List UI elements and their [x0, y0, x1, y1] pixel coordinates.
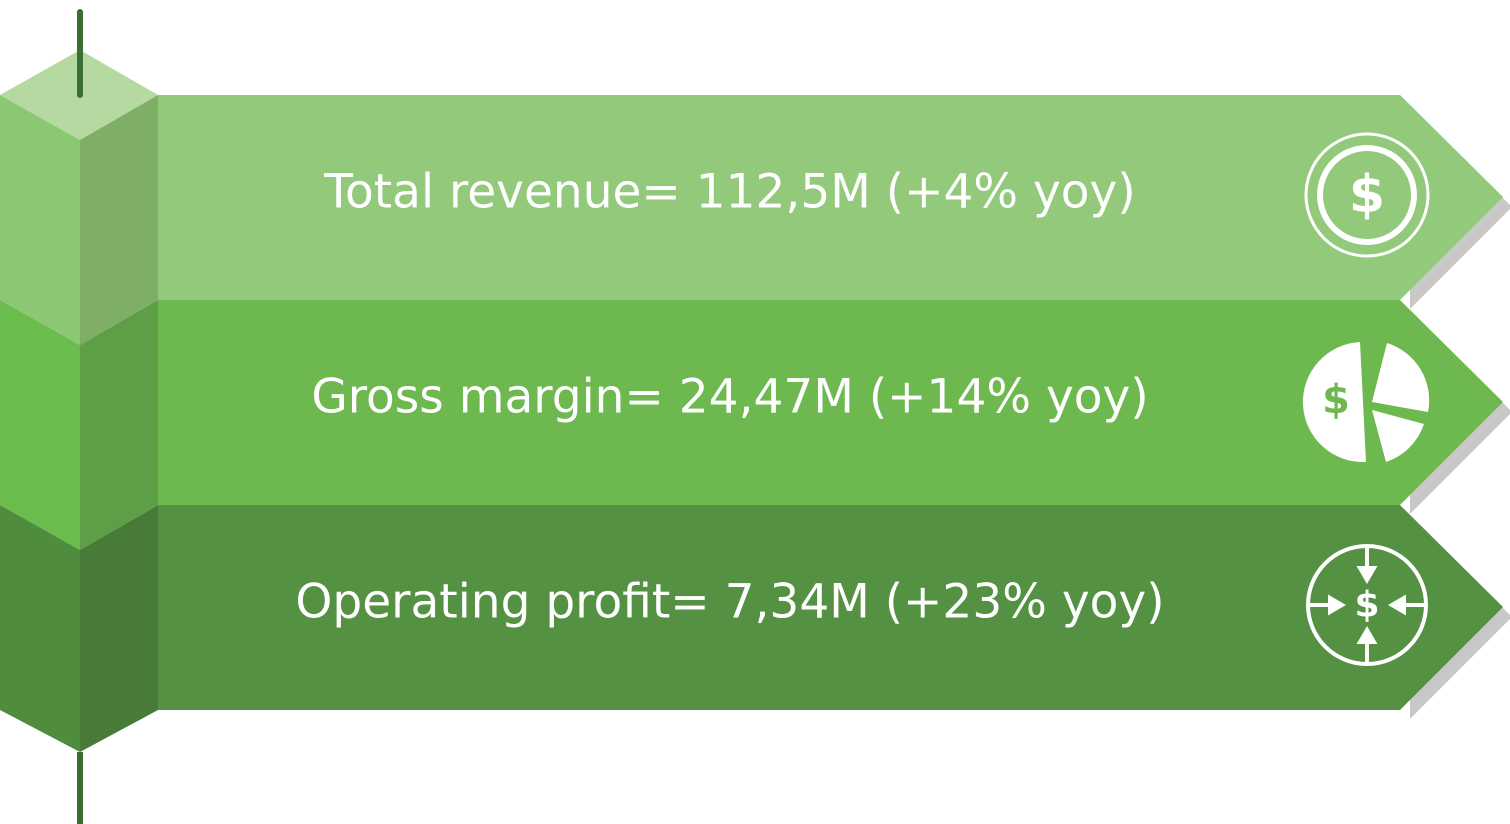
icon-ring [1306, 544, 1428, 666]
prism-face [0, 95, 80, 345]
icon-pie [1372, 343, 1430, 412]
banner [158, 505, 1503, 710]
icon-ring [1304, 132, 1430, 258]
item-label: Total revenue= 112,5M (+4% yoy) [323, 165, 1135, 220]
icon-coin [1323, 151, 1411, 239]
prism-side [80, 505, 158, 752]
prism-side [80, 95, 158, 345]
icon-pie [1372, 410, 1424, 462]
icon-arrows [1310, 548, 1424, 662]
banner [158, 300, 1503, 505]
prism-side [80, 300, 158, 550]
icon-pie [1302, 342, 1366, 463]
banner [158, 95, 1503, 300]
icon-symbol: $ [1322, 377, 1350, 423]
icon-symbol: $ [1354, 585, 1379, 626]
icon-symbol: $ [1349, 165, 1385, 225]
item-label: Operating profit= 7,34M (+23% yoy) [295, 575, 1164, 630]
item-label: Gross margin= 24,47M (+14% yoy) [311, 370, 1148, 425]
prism-face [0, 300, 80, 550]
prism-face [0, 505, 80, 752]
